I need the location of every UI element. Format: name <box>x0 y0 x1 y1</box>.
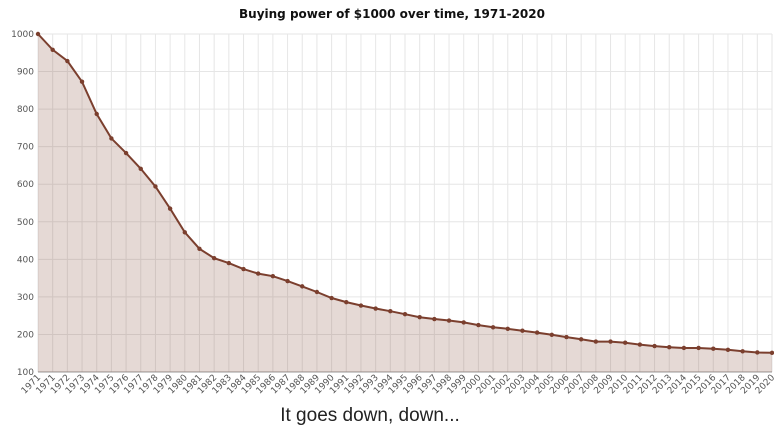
point <box>476 322 481 328</box>
point <box>725 347 731 353</box>
point <box>65 58 70 64</box>
point <box>182 230 187 235</box>
point <box>446 318 452 323</box>
point <box>79 79 85 84</box>
point <box>241 266 246 272</box>
point <box>285 278 290 284</box>
point <box>505 326 510 332</box>
point <box>226 260 232 266</box>
point <box>520 328 525 333</box>
point <box>432 316 437 322</box>
point <box>329 295 334 301</box>
point <box>740 349 745 354</box>
point <box>490 325 496 330</box>
y-tick-label: 1000 <box>11 30 34 40</box>
point <box>608 339 613 344</box>
point <box>755 350 760 355</box>
point <box>578 337 584 342</box>
point <box>358 303 364 308</box>
point <box>652 343 657 349</box>
point <box>138 166 143 172</box>
point <box>197 246 202 252</box>
point <box>270 274 276 279</box>
point <box>402 311 408 317</box>
point <box>417 314 422 320</box>
y-tick-label: 400 <box>17 255 34 265</box>
point <box>623 340 628 345</box>
y-tick-label: 200 <box>17 330 34 340</box>
point <box>769 350 774 356</box>
point <box>35 31 41 37</box>
point <box>211 256 217 261</box>
chart-title: Buying power of $1000 over time, 1971-20… <box>239 7 545 21</box>
point <box>564 334 569 340</box>
y-tick-label: 800 <box>17 105 34 115</box>
point <box>534 330 540 335</box>
point <box>256 271 261 276</box>
point <box>344 299 349 305</box>
point <box>300 284 305 289</box>
point <box>593 339 599 344</box>
point <box>167 206 173 211</box>
point <box>711 346 716 351</box>
point <box>637 342 643 347</box>
point <box>109 136 114 141</box>
y-tick-label: 500 <box>17 218 34 228</box>
y-tick-label: 600 <box>17 180 34 190</box>
point <box>461 320 466 325</box>
point <box>667 345 672 350</box>
y-tick-label: 700 <box>17 143 34 153</box>
point <box>696 345 701 351</box>
point <box>314 289 320 295</box>
annotation: It goes down, down... <box>280 405 460 426</box>
point <box>388 308 393 314</box>
point <box>50 47 55 52</box>
y-tick-label: 100 <box>17 368 34 378</box>
point <box>373 306 378 311</box>
point <box>681 345 687 351</box>
point <box>123 150 129 156</box>
y-tick-label: 900 <box>17 68 34 78</box>
point <box>153 184 158 189</box>
point <box>94 111 99 117</box>
area <box>38 34 772 372</box>
y-tick-label: 300 <box>17 293 34 303</box>
point <box>549 332 554 338</box>
